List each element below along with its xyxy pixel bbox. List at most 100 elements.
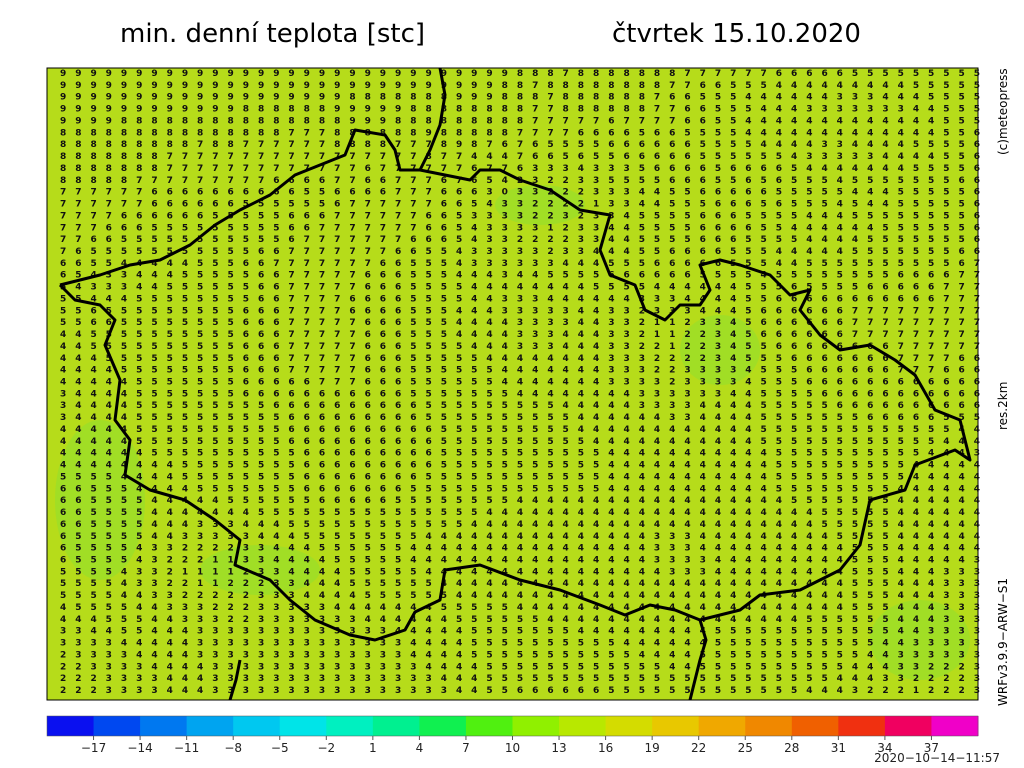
patch [495,185,585,225]
grid-row: 6655554444455555566666555555554444444444… [60,496,980,506]
colorbar-tick-label: −11 [174,741,199,755]
grid-row: 8888888888888887778888889888887777666656… [60,128,980,138]
colorbar-tick-label: 7 [462,741,470,755]
colorbar-segment [326,716,374,736]
patch [680,315,760,385]
colorbar: −17 −14 −11 −8 −5 −2 1 4 7 10 13 16 19 22 25 28 31 34 37 [46,715,979,755]
grid-row: 2233334444333333333333334444555555555555… [60,662,980,672]
colorbar-tick-label: 19 [645,741,660,755]
grid-row: 8888888777777777777777778774447665655666… [60,152,980,162]
patch [55,420,145,580]
colorbar-tick-label: −2 [317,741,335,755]
grid-row: 5555433221122233444555555444444444444444… [60,579,980,589]
grid-row: 3444455555555566666666665555555554444433… [60,401,980,411]
value-grid: 9999999999999999999999999999998887888888… [60,69,980,696]
colorbar-tick-label: 28 [784,741,799,755]
grid-row: 3444455555556666666666655555554444444433… [60,389,980,399]
colorbar-tick-label: 31 [831,741,846,755]
grid-row: 7776665555555556677777776654333312334455… [60,223,980,233]
grid-row: 5544455555555667777666655554433344444433… [60,294,980,304]
colorbar-tick-label: 22 [691,741,706,755]
grid-row: 9999999999999999999888888899988878888887… [60,93,980,103]
grid-row: 7766555555555556777777766654332222334455… [60,235,980,245]
colorbar-tick-label: −8 [224,741,242,755]
colorbar-tick-label: 1 [369,741,377,755]
colorbar-tick-label: −5 [271,741,289,755]
grid-row: 8888888887887777778888777898767655556666… [60,140,980,150]
colorbar-segment [465,716,513,736]
grid-row: 6655554444444555555555555555444444444444… [60,508,980,518]
credit: (c)meteopress [996,68,1010,155]
region-border [418,67,447,171]
grid-row: 7777776666666666556666777666303322233344… [60,188,980,198]
colorbar-segment [745,716,793,736]
colorbar-segment [233,716,281,736]
model-name: WRFv3.9.9−ARW−S1 [996,578,1010,706]
colorbar-segment [559,716,607,736]
grid-row: 2333344443333333333333344445555555555544… [60,650,980,660]
colorbar-segment [931,716,979,736]
grid-row: 4455555555556667777766655544443334443321… [60,330,980,340]
colorbar-segment [652,716,700,736]
grid-row: 6555543322223344455555544444444444444443… [60,544,980,554]
country-border [58,128,972,642]
colorbar-tick-label: −14 [127,741,152,755]
grid-row: 4444455555556666677766655555544444443333… [60,378,980,388]
patch [870,600,970,680]
grid-row: 4444555555556667777766655555544444443332… [60,366,980,376]
grid-row: 6655444445556677777776655543333334445556… [60,259,980,269]
map-date: čtvrtek 15.10.2020 [612,19,861,49]
colorbar-segment [884,716,932,736]
grid-row: 5566555555556667777766655544443333443321… [60,318,980,328]
grid-row: 5555443322222333444455555544444444444444… [60,591,980,601]
colorbar-tick-label: 37 [924,741,939,755]
colorbar-segment [512,716,560,736]
grid-row: 4445554433322333333344444455555544444444… [60,615,980,625]
grid-row: 4444455555555556666666666555555555444444… [60,425,980,435]
grid-row: 5433344555555667777766655554444444455554… [60,283,980,293]
colorbar-tick-label: 34 [877,741,892,755]
colorbar-tick-label: −17 [81,741,106,755]
grid-row: 4444455555555556666666666555555555544444… [60,437,980,447]
colorbar-segment [279,716,327,736]
grid-row: 9999888888888888888999888888888777776777… [60,116,980,126]
grid-row: 3333444443333333333333344445555555555444… [60,639,980,649]
colorbar-segment [605,716,653,736]
grid-row: 4444444455555555666666666555555555554444… [60,461,980,471]
grid-row: 7777666666555556667777776653333223233455… [60,211,980,221]
colorbar-segment [838,716,886,736]
colorbar-segment [419,716,467,736]
colorbar-segment [791,716,839,736]
colorbar-segment [698,716,746,736]
grid-row: 7655555555555667777777665543333323344455… [60,247,980,257]
grid-row: 6543344455555667777766655544434455556666… [60,271,980,281]
colorbar-segment [372,716,420,736]
grid-row: 9999999999998888889999988888888778888887… [60,105,980,115]
map-title: min. denní teplota [stc] [120,19,425,49]
grid-row: 5555444455555555666666665555555555554444… [60,472,980,482]
grid-row: 9999999999999999999999999999988788888888… [60,81,980,91]
grid-row: 6555554433333444555555554444444444444443… [60,532,980,542]
grid-row: 4455555555556667777766655554443334443322… [60,342,980,352]
grid-row: 2223333444333333333333333344556666665555… [60,686,980,696]
colorbar-segment [186,716,234,736]
colorbar-tick-label: 25 [738,741,753,755]
grid-row: 5555433211112334444555554444444444444444… [60,567,980,577]
grid-row: 4555544333222333334444444555554444444444… [60,603,980,613]
grid-row: 5565555555556667777666655544433333443323… [60,306,980,316]
grid-row: 8888888777777777777767777776776333433356… [60,164,980,174]
colorbar-segment [140,716,188,736]
grid-row: 7777776666665555556777777665433222213344… [60,200,980,210]
region-border [228,659,242,701]
green-patches [55,185,970,680]
patch [200,545,320,595]
grid-row: 3344554443333333333333444445555555444444… [60,627,980,637]
colorbar-tick-label: 16 [598,741,613,755]
grid-row: 9999999999999999999999999999998887888888… [60,69,980,79]
colorbar-tick-label: 4 [416,741,424,755]
grid-row: 2223333444333333333333333444555555555555… [60,674,980,684]
colorbar-segment [47,716,95,736]
grid-row: 4445555555556667777766655555444444443332… [60,354,980,364]
